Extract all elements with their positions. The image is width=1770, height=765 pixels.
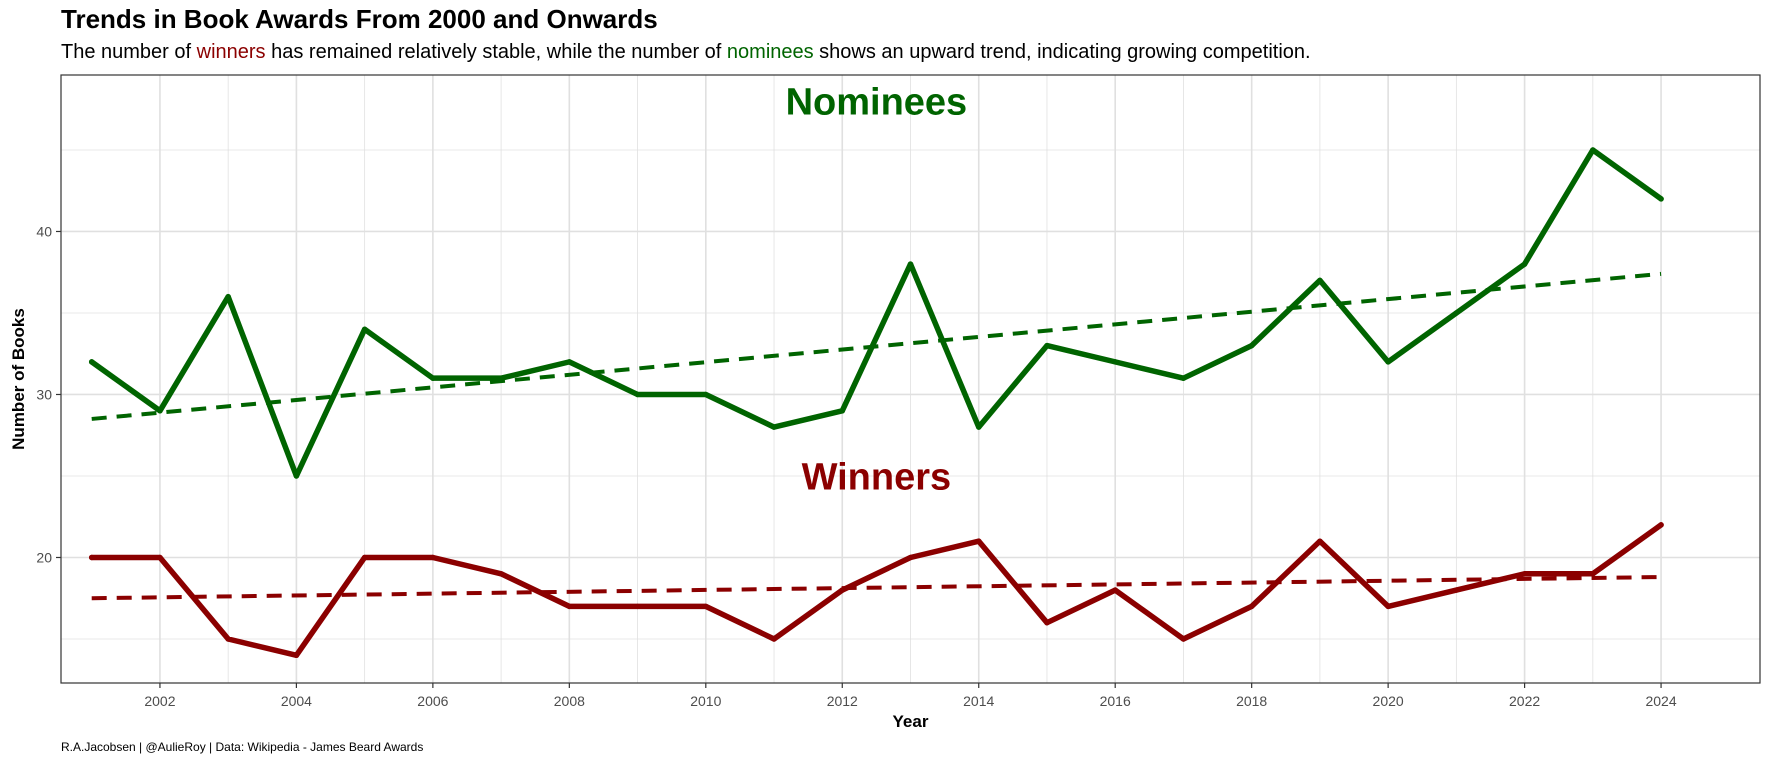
- x-tick-label: 2022: [1509, 693, 1540, 709]
- x-tick-label: 2018: [1236, 693, 1267, 709]
- nominees-series-line: [88, 147, 1664, 479]
- winners-point: [976, 538, 982, 544]
- nominees-point: [1180, 375, 1187, 381]
- winners-point: [771, 636, 777, 642]
- annotation-layer: Nominees Winners: [786, 81, 968, 498]
- subtitle-text-3: shows an upward trend, indicating growin…: [813, 41, 1311, 63]
- nominees-point: [1521, 261, 1528, 267]
- nominees-point: [293, 473, 300, 479]
- y-tick-label: 30: [36, 386, 52, 402]
- y-axis-title: Number of Books: [9, 308, 28, 450]
- winners-point: [1521, 571, 1528, 577]
- nominees-point: [1112, 359, 1118, 365]
- nominees-trend-line: [91, 271, 1662, 421]
- x-tick-label: 2002: [144, 693, 175, 709]
- trend-layer: [91, 271, 1662, 601]
- x-tick-label: 2016: [1100, 693, 1131, 709]
- winners-point: [1180, 636, 1187, 642]
- chart-title: Trends in Book Awards From 2000 and Onwa…: [61, 4, 658, 34]
- winners-point: [1658, 522, 1664, 528]
- nominees-point: [976, 424, 982, 430]
- nominees-point: [634, 391, 641, 398]
- nominees-point: [361, 326, 368, 332]
- nominees-point: [1453, 310, 1460, 316]
- winners-point: [157, 554, 163, 561]
- winners-annotation: Winners: [802, 456, 952, 498]
- winners-point: [634, 603, 641, 610]
- winners-point: [1385, 603, 1391, 610]
- nominees-point: [1590, 147, 1596, 153]
- y-tick-label: 20: [36, 549, 52, 565]
- nominees-point: [771, 424, 777, 430]
- nominees-point: [225, 293, 231, 300]
- subtitle-winners-word: winners: [196, 41, 266, 63]
- winners-point: [293, 652, 300, 658]
- x-tick-label: 2006: [417, 693, 448, 709]
- winners-point: [89, 554, 95, 561]
- x-tick-label: 2024: [1645, 693, 1676, 709]
- nominees-point: [839, 408, 845, 414]
- nominees-point: [566, 359, 573, 365]
- subtitle-text-1: The number of: [61, 41, 197, 63]
- nominees-point: [1044, 342, 1050, 349]
- x-tick-label: 2004: [281, 693, 312, 709]
- y-tick-label: 40: [36, 223, 52, 239]
- nominees-point: [1385, 359, 1391, 365]
- caption: R.A.Jacobsen | @AulieRoy | Data: Wikiped…: [61, 740, 424, 754]
- nominees-point: [907, 261, 914, 267]
- axis-layer: 2002 2004 2006 2008 2010 2012 2014 2016 2018 2020…: [36, 223, 1676, 709]
- subtitle-text-2: has remained relatively stable, while th…: [265, 41, 727, 63]
- winners-point: [703, 603, 709, 610]
- winners-point: [1248, 603, 1255, 610]
- x-tick-label: 2020: [1373, 693, 1404, 709]
- x-tick-label: 2012: [827, 693, 858, 709]
- series-layer: [88, 147, 1664, 659]
- panel-border: [60, 74, 1761, 684]
- winners-point: [1590, 571, 1596, 577]
- nominees-point: [703, 391, 709, 398]
- nominees-annotation: Nominees: [786, 81, 968, 123]
- grid-layer: [61, 75, 1760, 683]
- winners-point: [1044, 619, 1050, 626]
- chart-subtitle: The number of winners has remained relat…: [61, 41, 1311, 64]
- x-axis-title: Year: [893, 712, 929, 731]
- x-tick-label: 2010: [690, 693, 721, 709]
- winners-point: [839, 587, 845, 593]
- winners-point: [566, 603, 573, 610]
- winners-point: [361, 554, 368, 561]
- nominees-point: [430, 375, 436, 381]
- x-tick-label: 2014: [963, 693, 994, 709]
- winners-point: [1453, 587, 1460, 593]
- winners-trend-line: [91, 575, 1662, 601]
- winners-point: [1112, 587, 1118, 593]
- winners-point: [430, 554, 436, 561]
- winners-series-line: [88, 522, 1664, 659]
- x-tick-label: 2008: [554, 693, 585, 709]
- nominees-point: [1317, 277, 1323, 284]
- winners-point: [907, 554, 914, 561]
- subtitle-nominees-word: nominees: [726, 41, 814, 63]
- nominees-point: [1658, 196, 1664, 202]
- winners-point: [498, 571, 504, 577]
- winners-point: [1317, 538, 1323, 544]
- nominees-point: [89, 359, 95, 365]
- nominees-point: [498, 375, 504, 381]
- nominees-point: [157, 408, 163, 414]
- winners-point: [225, 636, 231, 642]
- nominees-point: [1248, 342, 1255, 349]
